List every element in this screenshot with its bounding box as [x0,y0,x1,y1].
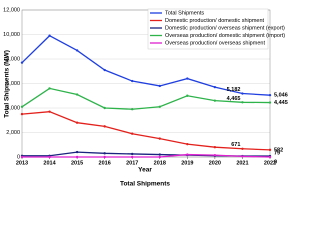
legend-label: Total Shipments [165,10,204,16]
point [241,155,244,158]
x-tick-label: 2016 [99,160,111,166]
x-tick-label: 2019 [181,160,193,166]
x-tick-label: 2018 [154,160,166,166]
point [20,105,24,108]
point [268,93,272,97]
point [213,146,217,149]
point [103,152,106,155]
value-label: 5,046 [274,93,288,99]
point [186,94,189,97]
y-tick-label: 0 [17,154,20,160]
point [75,121,79,124]
point [213,153,217,157]
point [48,87,51,90]
x-axis-label: Year [138,167,152,174]
value-label: 0 [274,159,277,165]
legend-label: Domestic production/ domestic shipment [165,18,265,24]
point [158,84,161,88]
value-label: 79 [274,150,280,156]
point [131,132,134,135]
point [241,101,244,104]
point [268,101,272,104]
value-label: 4,465 [227,96,241,102]
point [268,155,272,159]
y-tick-label: 10,000 [3,32,20,38]
series-line [21,87,271,110]
x-tick-label: 2013 [16,160,28,166]
y-tick-label: 4,000 [6,105,20,111]
point [48,34,51,37]
point [186,77,189,80]
x-tick-label: 2020 [209,160,221,166]
point [131,155,134,159]
point [75,150,79,154]
point [75,155,79,159]
point [131,108,134,111]
point [48,110,51,113]
point [48,155,51,159]
series-line [21,34,271,96]
value-label: 671 [231,142,240,148]
point [158,137,161,140]
point [75,49,79,52]
y-tick-label: 12,000 [3,7,20,13]
y-axis-label: Total Shipments (MW) [4,50,11,118]
point [213,99,217,102]
y-tick-label: 8,000 [6,56,20,62]
point [241,147,244,150]
point [158,105,161,108]
point [103,68,106,72]
point [131,152,134,156]
point [268,148,272,152]
value-label: 582 [274,147,283,153]
value-label: 4,445 [274,100,288,106]
y-tick-label: 6,000 [6,81,20,87]
y-tick-label: 2,000 [6,130,20,136]
point [186,142,189,146]
x-tick-label: 2017 [126,160,138,166]
point [20,61,24,64]
point [158,155,161,159]
series-line [21,111,271,151]
point [241,92,244,95]
legend-label: Overseas production/ domestic shipment (… [165,33,285,39]
point [20,112,24,116]
point [103,125,106,128]
x-tick-label: 2022 [264,160,276,166]
point [131,79,134,83]
point [186,153,189,156]
point [158,153,161,156]
chart-title: Total Shipments [120,181,170,188]
page: Year Total Shipments Total Shipments (MW… [3,7,288,188]
legend-box [147,8,269,50]
point [75,93,79,96]
chart: Year Total Shipments Total Shipments (MW… [3,7,288,188]
legend-label: Overseas production/ overseas shipment [165,40,265,46]
x-tick-label: 2021 [236,160,248,166]
value-label: 5,182 [227,87,241,93]
point [20,155,24,159]
x-tick-label: 2014 [43,160,56,166]
legend-label: Domestic production/ overseas shipment (… [165,25,285,31]
point [103,106,106,110]
x-tick-label: 2015 [71,160,83,166]
point [103,155,106,159]
series-line [22,153,271,158]
point [213,85,217,89]
